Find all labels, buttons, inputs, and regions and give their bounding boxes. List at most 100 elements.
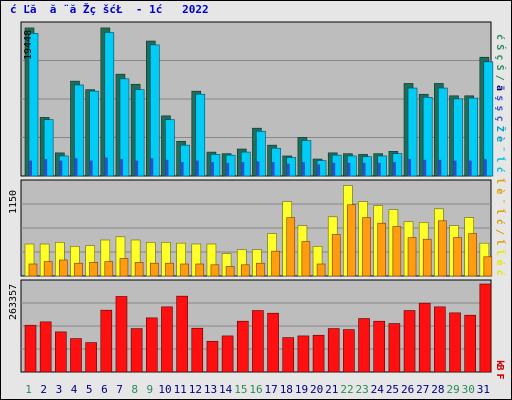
x-tick-label-day-21: 21 <box>325 383 338 396</box>
top-bar-series2-day-30 <box>468 97 478 177</box>
top-bar-series2-day-7 <box>119 78 130 177</box>
top-bar-series3-day-25 <box>392 162 396 176</box>
x-tick-label-day-7: 7 <box>116 383 123 396</box>
bottom-bar-day-21 <box>327 328 340 373</box>
middle-bar-series2-day-26 <box>407 237 417 277</box>
middle-bar-series2-day-2 <box>43 261 53 277</box>
top-bar-series2-day-1 <box>28 33 39 177</box>
top-bar-series3-day-30 <box>468 160 472 176</box>
top-bar-series2-day-19 <box>301 140 312 177</box>
middle-bar-series2-day-9 <box>149 262 159 277</box>
x-tick-label-day-6: 6 <box>101 383 108 396</box>
legend-top-glyph-11: è <box>494 136 506 142</box>
top-bar-series3-day-28 <box>438 159 442 176</box>
legend-bottom-glyph-4: F <box>494 374 505 380</box>
bottom-bar-day-4 <box>70 338 82 373</box>
top-bar-series3-day-20 <box>317 164 321 176</box>
middle-bar-series2-day-18 <box>286 217 296 277</box>
x-tick-label-day-4: 4 <box>71 383 78 396</box>
x-tick-label-day-26: 26 <box>401 383 414 396</box>
bottom-bar-day-23 <box>358 318 370 373</box>
middle-bar-series2-day-25 <box>392 226 402 277</box>
legend-top-glyph-6: ä <box>494 85 505 91</box>
x-tick-label-day-15: 15 <box>234 383 247 396</box>
top-bar-series3-day-2 <box>44 159 48 176</box>
x-tick-label-day-16: 16 <box>249 383 262 396</box>
x-tick-label-day-17: 17 <box>265 383 278 396</box>
middle-bar-series2-day-11 <box>180 263 189 277</box>
x-tick-label-day-23: 23 <box>356 383 369 396</box>
top-bar-series3-day-17 <box>271 162 275 176</box>
bottom-bar-day-22 <box>343 329 355 373</box>
legend-middle-glyph-10: ć <box>494 270 506 276</box>
top-bar-series2-day-31 <box>483 61 494 177</box>
middle-bar-series2-day-19 <box>301 241 311 277</box>
middle-bar-series2-day-16 <box>256 262 265 277</box>
top-bar-series3-day-5 <box>89 160 93 176</box>
bottom-bar-day-11 <box>176 295 188 373</box>
top-bar-series3-day-24 <box>377 162 381 176</box>
top-bar-series3-day-23 <box>362 162 366 176</box>
top-bar-series3-day-16 <box>256 161 260 176</box>
top-bar-series3-day-8 <box>135 160 139 176</box>
x-tick-label-day-25: 25 <box>386 383 399 396</box>
x-tick-label-day-22: 22 <box>340 383 353 396</box>
bottom-bar-day-13 <box>206 340 219 373</box>
x-tick-label-day-8: 8 <box>131 383 138 396</box>
legend-middle-glyph-5: ć <box>494 219 506 225</box>
middle-bar-series2-day-23 <box>362 217 371 277</box>
legend-top-glyph-2: Ś <box>494 44 507 50</box>
middle-bar-series2-day-4 <box>74 262 83 277</box>
top-bar-series2-day-8 <box>134 89 145 177</box>
top-bar-series2-day-10 <box>165 119 175 177</box>
bottom-bar-day-26 <box>403 310 416 373</box>
middle-ymax-label: 1150 <box>8 190 19 214</box>
x-tick-label-day-28: 28 <box>431 383 444 396</box>
top-bar-series3-day-21 <box>332 162 336 176</box>
middle-bar-series2-day-22 <box>347 204 356 277</box>
x-tick-label-day-19: 19 <box>295 383 308 396</box>
middle-bar-series2-day-29 <box>453 237 462 277</box>
top-bar-series3-day-13 <box>210 162 214 176</box>
x-tick-label-day-20: 20 <box>310 383 323 396</box>
bottom-bar-day-15 <box>236 320 249 373</box>
middle-bar-series2-day-20 <box>316 263 326 277</box>
chart-title: ć Ľă ă ¨ă Žç šćŁ - 1ć 2022 <box>10 3 209 16</box>
bottom-bar-day-25 <box>388 323 401 373</box>
top-bar-series2-day-2 <box>43 119 54 177</box>
middle-bar-series2-day-13 <box>210 264 220 277</box>
middle-bar-series2-day-21 <box>331 234 341 277</box>
bottom-bar-day-6 <box>100 309 113 373</box>
legend-middle-glyph-3: ¨ <box>494 198 506 204</box>
top-bar-series2-day-5 <box>89 90 99 177</box>
middle-bar-series2-day-24 <box>377 222 387 277</box>
top-bar-series2-day-16 <box>256 130 266 177</box>
x-tick-label-day-1: 1 <box>25 383 32 396</box>
top-bar-series3-day-15 <box>241 162 245 176</box>
x-tick-label-day-5: 5 <box>86 383 93 396</box>
bottom-bar-day-9 <box>145 317 158 373</box>
legend-top-glyph-3: ç <box>494 54 505 60</box>
x-tick-label-day-9: 9 <box>147 383 154 396</box>
middle-bar-series2-day-30 <box>468 233 477 277</box>
bottom-bar-day-17 <box>267 312 279 373</box>
top-bar-series3-day-14 <box>226 162 230 176</box>
x-tick-label-day-12: 12 <box>189 383 202 396</box>
middle-bar-series2-day-31 <box>483 256 493 277</box>
top-bar-series3-day-22 <box>347 162 351 176</box>
x-tick-label-day-18: 18 <box>280 383 293 396</box>
bottom-bar-day-30 <box>464 314 476 373</box>
middle-bar-series2-day-8 <box>134 262 144 277</box>
legend-top-glyph-5: / <box>494 75 505 81</box>
x-tick-label-day-11: 11 <box>174 383 187 396</box>
x-tick-label-day-2: 2 <box>40 383 47 396</box>
legend-bottom-glyph-2: B <box>494 365 505 371</box>
top-bar-series2-day-27 <box>422 97 433 177</box>
middle-bar-series2-day-28 <box>438 220 447 277</box>
bottom-bar-day-18 <box>282 337 295 373</box>
legend-middle-glyph-8: ĺ <box>494 249 507 255</box>
legend-middle-glyph-9: é <box>494 260 506 266</box>
top-bar-series3-day-29 <box>453 160 457 176</box>
x-tick-label-day-27: 27 <box>416 383 429 396</box>
x-tick-label-day-24: 24 <box>371 383 385 396</box>
